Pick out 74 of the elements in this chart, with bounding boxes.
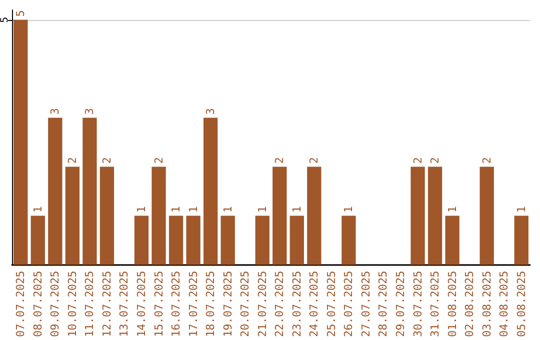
data-label: 1	[170, 206, 183, 213]
data-label: 3	[48, 108, 62, 115]
bar	[203, 118, 218, 265]
data-label: 1	[135, 206, 148, 213]
x-tick-label: 01.08.2025	[446, 270, 459, 338]
x-tick-label: 11.07.2025	[83, 270, 96, 338]
x-tick-label: 02.08.2025	[463, 270, 476, 338]
data-label: 5	[0, 16, 10, 23]
data-label: 1	[256, 206, 269, 213]
bar	[48, 118, 62, 265]
data-label: 1	[221, 206, 234, 213]
x-tick-label: 26.07.2025	[342, 270, 356, 338]
bar	[514, 216, 528, 265]
x-tick-label: 23.07.2025	[290, 270, 304, 338]
x-tick-label: 04.08.2025	[498, 270, 511, 338]
x-tick-label: 14.07.2025	[135, 270, 148, 338]
data-label: 2	[152, 157, 166, 164]
bar	[272, 166, 287, 265]
x-tick-label: 05.08.2025	[514, 270, 528, 338]
data-label: 1	[514, 206, 528, 213]
data-label: 2	[411, 157, 424, 164]
bar	[342, 216, 356, 265]
x-tick-label: 09.07.2025	[48, 270, 62, 338]
x-tick-label: 25.07.2025	[324, 270, 338, 338]
x-tick-label: 17.07.2025	[186, 270, 200, 338]
bar	[100, 166, 114, 265]
data-label: 1	[290, 206, 304, 213]
x-tick-label: 19.07.2025	[221, 270, 234, 338]
bar	[134, 216, 149, 265]
x-tick-label: 10.07.2025	[66, 270, 79, 338]
bar	[82, 118, 97, 265]
x-tick-label: 08.07.2025	[31, 270, 44, 338]
data-label: 2	[273, 157, 286, 164]
data-label: 2	[428, 157, 442, 164]
bar	[290, 216, 304, 265]
data-label: 2	[308, 157, 321, 164]
bar	[480, 166, 494, 265]
data-label: 3	[83, 108, 96, 115]
x-tick-label: 24.07.2025	[308, 270, 321, 338]
bar	[14, 20, 28, 265]
x-tick-label: 15.07.2025	[152, 270, 166, 338]
bar	[428, 166, 442, 265]
bar	[445, 216, 460, 265]
x-tick-label: 16.07.2025	[170, 270, 183, 338]
x-tick-label: 29.07.2025	[394, 270, 407, 338]
x-tick-label: 28.07.2025	[376, 270, 390, 338]
bar	[255, 216, 270, 265]
x-tick-label: 30.07.2025	[411, 270, 424, 338]
data-label: 2	[66, 157, 79, 164]
x-tick-label: 12.07.2025	[100, 270, 114, 338]
data-label: 2	[480, 157, 494, 164]
x-tick-label: 03.08.2025	[480, 270, 494, 338]
x-tick-label: 13.07.2025	[118, 270, 131, 338]
x-tick-label: 31.07.2025	[428, 270, 442, 338]
x-tick-label: 18.07.2025	[204, 270, 218, 338]
bar	[152, 166, 166, 265]
bar	[168, 216, 184, 265]
bar	[410, 166, 425, 265]
bar	[307, 166, 322, 265]
data-label: 1	[446, 206, 459, 213]
x-tick-label: 07.07.2025	[14, 270, 28, 338]
data-label: 1	[31, 206, 44, 213]
x-tick-label: 27.07.2025	[359, 270, 372, 338]
bar	[30, 216, 45, 265]
bar	[186, 216, 200, 265]
x-tick-label: 22.07.2025	[273, 270, 286, 338]
data-label: 1	[186, 206, 200, 213]
data-label: 1	[342, 206, 356, 213]
data-label: 3	[204, 108, 218, 115]
bar	[220, 216, 235, 265]
x-tick-label: 20.07.2025	[238, 270, 252, 338]
bar	[65, 166, 80, 265]
x-tick-label: 21.07.2025	[256, 270, 269, 338]
data-label: 2	[100, 157, 114, 164]
